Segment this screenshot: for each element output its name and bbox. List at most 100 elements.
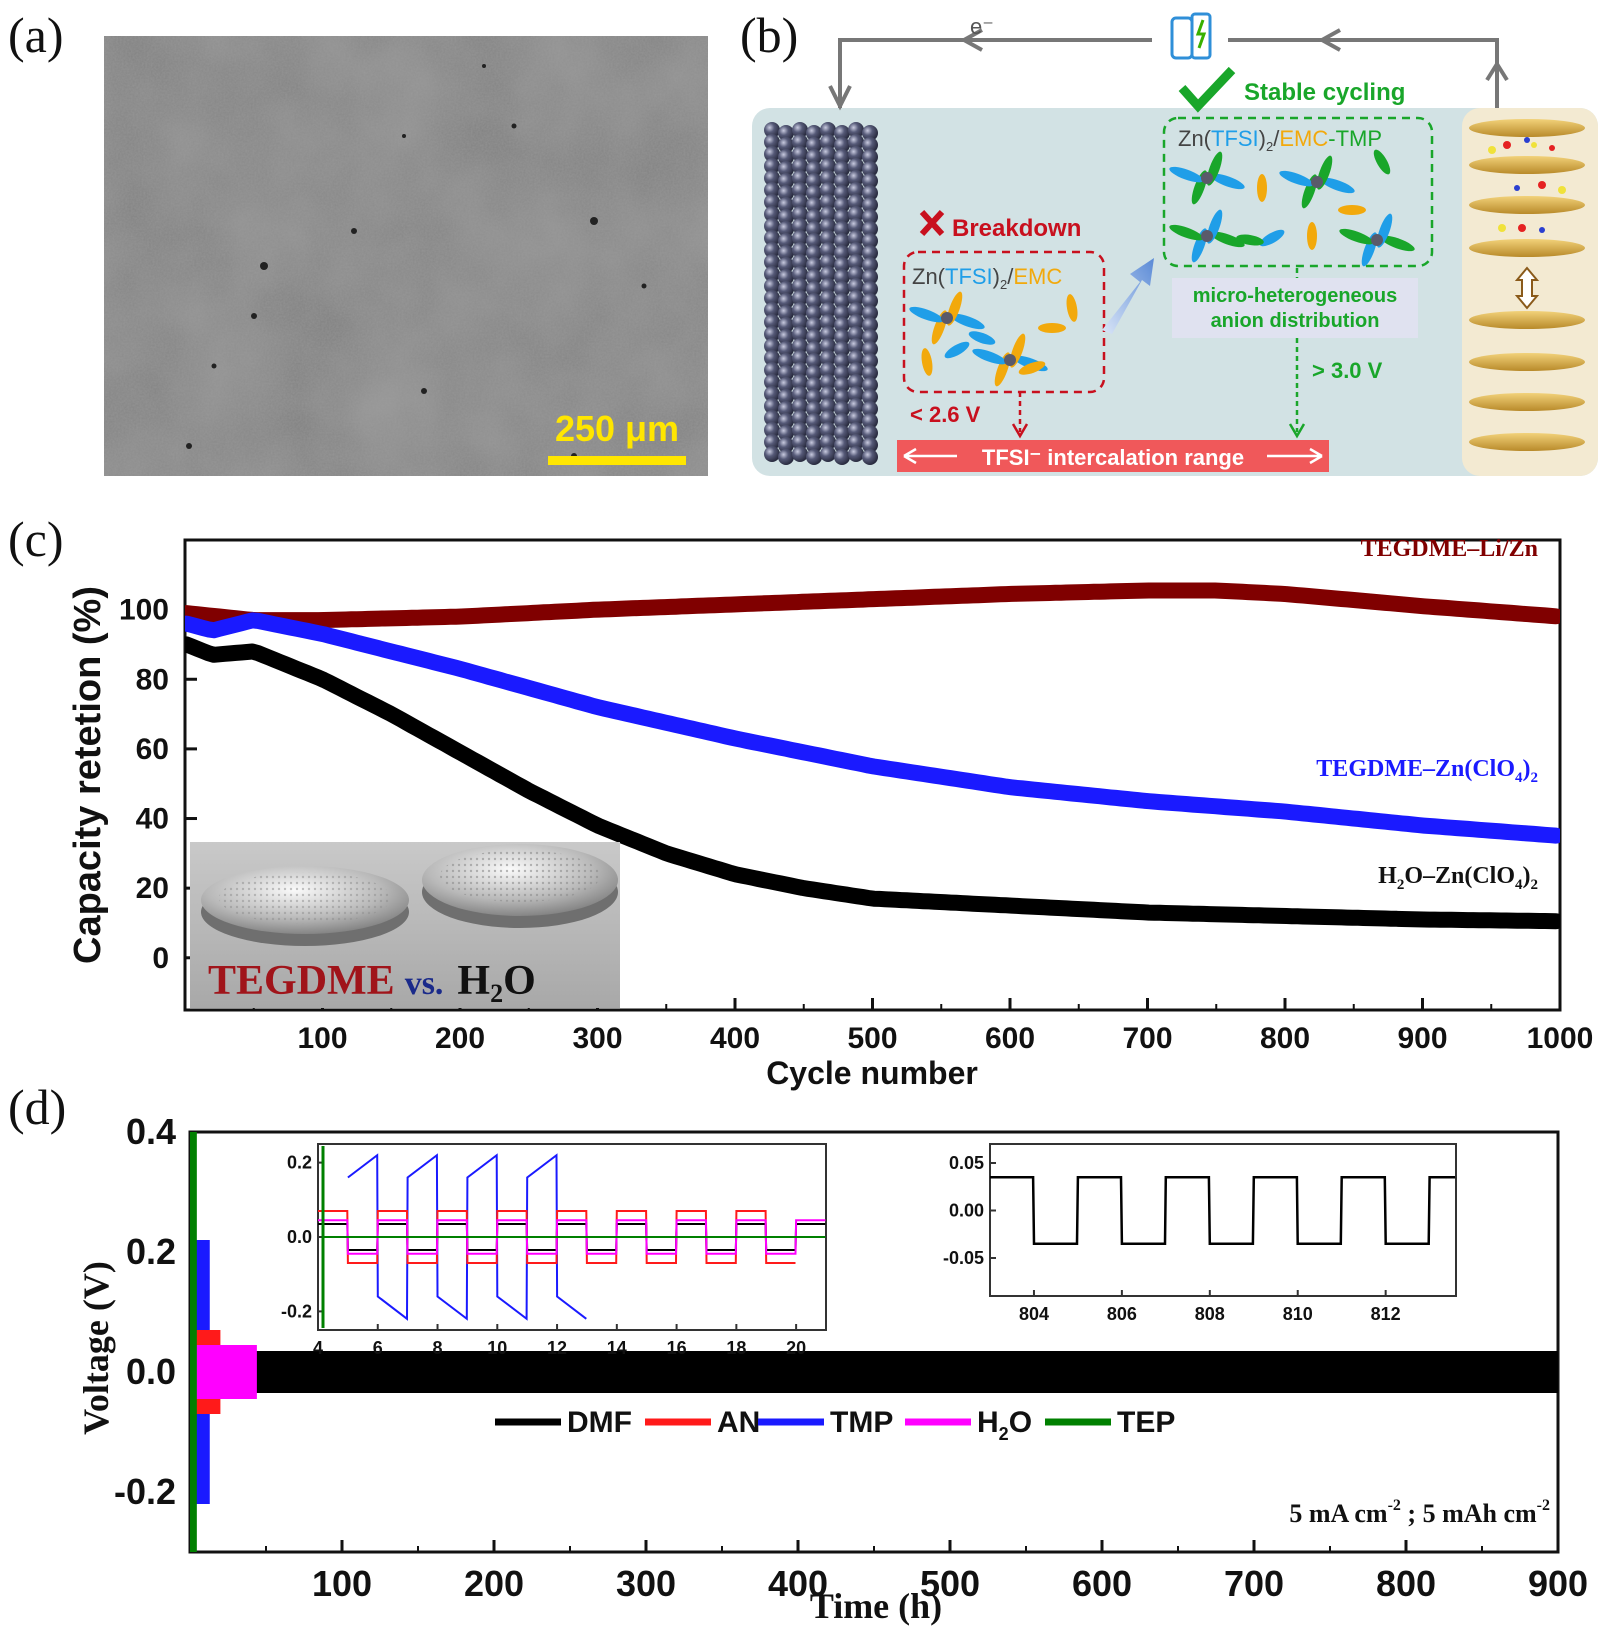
zn-atom — [862, 281, 878, 297]
zn-atom — [806, 329, 822, 345]
inset-x-tick-label: 6 — [373, 1338, 383, 1358]
x-tick-label: 600 — [985, 1022, 1035, 1055]
zn-atom — [848, 266, 864, 282]
zn-atom — [806, 125, 822, 141]
zn-atom — [848, 146, 864, 162]
zn-atom — [806, 137, 822, 153]
zn-atom — [806, 293, 822, 309]
x-tick-label: 200 — [464, 1563, 524, 1604]
zn-atom — [820, 302, 836, 318]
inset-x-tick-label: 810 — [1283, 1304, 1313, 1324]
zn-atom — [778, 185, 794, 201]
inset-y-tick-label: 0.05 — [949, 1153, 984, 1173]
inset-y-tick-label: -0.05 — [943, 1248, 984, 1268]
zn-atom — [834, 161, 850, 177]
zn-atom — [764, 338, 780, 354]
zn-atom — [862, 401, 878, 417]
y-tick-label: 20 — [136, 872, 169, 905]
chart-d-ylabel: Voltage (V) — [76, 1261, 116, 1435]
solvent-molecule — [1339, 228, 1374, 245]
zn-atom — [834, 437, 850, 453]
zn-atom — [834, 305, 850, 321]
electron-label: e⁻ — [970, 14, 994, 39]
inset-y-tick-label: 0.2 — [287, 1153, 312, 1173]
zn-atom — [848, 230, 864, 246]
chart-d: 100 200 300 400 500 600 700 800 900 -0.2 0.0 0.2 0.4… — [76, 1111, 1588, 1626]
zn-atom — [806, 149, 822, 165]
inset-x-tick-label: 20 — [786, 1338, 806, 1358]
zn-atom — [806, 209, 822, 225]
zn-atom — [792, 290, 808, 306]
zn-atom — [764, 290, 780, 306]
zn-atom — [848, 410, 864, 426]
zn-atom — [862, 137, 878, 153]
breakdown-cross-icon — [919, 209, 945, 237]
zn-atom — [862, 389, 878, 405]
x-tick-label: 500 — [847, 1022, 897, 1055]
inset-x-tick-label: 812 — [1371, 1304, 1401, 1324]
zn-atom — [764, 314, 780, 330]
sem-image: 250 μm — [104, 36, 708, 476]
zn-atom — [834, 341, 850, 357]
chart-d-legend: DMF AN TMP H2O TEP — [495, 1406, 1175, 1444]
zn-atom — [820, 434, 836, 450]
anion-distribution-label: anion distribution — [1211, 310, 1380, 332]
zn-atom — [778, 389, 794, 405]
zn-atom — [792, 398, 808, 414]
solvent-molecule — [950, 313, 985, 330]
solvent-molecule — [909, 306, 944, 323]
zn-atom — [792, 314, 808, 330]
solvent-molecule — [1307, 222, 1317, 250]
solvent-molecule — [1338, 205, 1366, 215]
zn-atom — [834, 413, 850, 429]
zn-atom — [764, 182, 780, 198]
zn-atom — [778, 425, 794, 441]
zn-atom — [834, 269, 850, 285]
zn-atom — [806, 401, 822, 417]
y-tick-label: 0.2 — [126, 1231, 176, 1272]
zn-atom — [806, 269, 822, 285]
electrolyte-right-formula: Zn(TFSI)2/EMC-TMP — [1178, 126, 1382, 154]
zn-atom — [806, 353, 822, 369]
zn-atom — [806, 389, 822, 405]
zn-atom — [792, 386, 808, 402]
zn-atom — [806, 257, 822, 273]
zn-atom — [820, 446, 836, 462]
zn-atom — [834, 209, 850, 225]
zn-atom — [792, 302, 808, 318]
x-tick-label: 500 — [920, 1563, 980, 1604]
y-tick-label: 60 — [136, 733, 169, 766]
solvent-molecule — [1210, 231, 1245, 248]
zn-atom — [806, 425, 822, 441]
zn-atom — [862, 161, 878, 177]
zn-atom — [778, 161, 794, 177]
series-label-tegdme-clo4: TEGDME–Zn(ClO4)2 — [1316, 756, 1538, 786]
zn-atom — [834, 245, 850, 261]
zn-atom — [820, 266, 836, 282]
zn-atom — [764, 194, 780, 210]
mechanism-schematic: e⁻ Breakdown Zn(TFSI)2/EMC Stable cyclin… — [752, 12, 1598, 476]
zn-atom — [862, 257, 878, 273]
zn-atom — [778, 305, 794, 321]
solvent-molecule — [1038, 323, 1066, 333]
panel-label-d: (d) — [8, 1079, 67, 1135]
zn-atom — [764, 158, 780, 174]
zn-atom — [778, 269, 794, 285]
zn-atom — [848, 446, 864, 462]
zn-atom — [862, 449, 878, 465]
zn-atom — [834, 389, 850, 405]
series-h2o-clo4 — [185, 636, 1560, 930]
zn-atom — [764, 254, 780, 270]
zn-atom — [764, 350, 780, 366]
inset-x-tick-label: 804 — [1019, 1304, 1049, 1324]
intercalation-range-label: TFSI⁻ intercalation range — [982, 445, 1244, 470]
solvent-molecule — [1210, 173, 1245, 190]
zn-atom — [834, 221, 850, 237]
chart-d-xlabel: Time (h) — [810, 1586, 942, 1626]
zn-atom — [764, 134, 780, 150]
zn-atom — [806, 173, 822, 189]
zn-atom — [764, 362, 780, 378]
zn-atom — [820, 326, 836, 342]
zn-atom — [792, 230, 808, 246]
legend-label: DMF — [567, 1406, 632, 1439]
